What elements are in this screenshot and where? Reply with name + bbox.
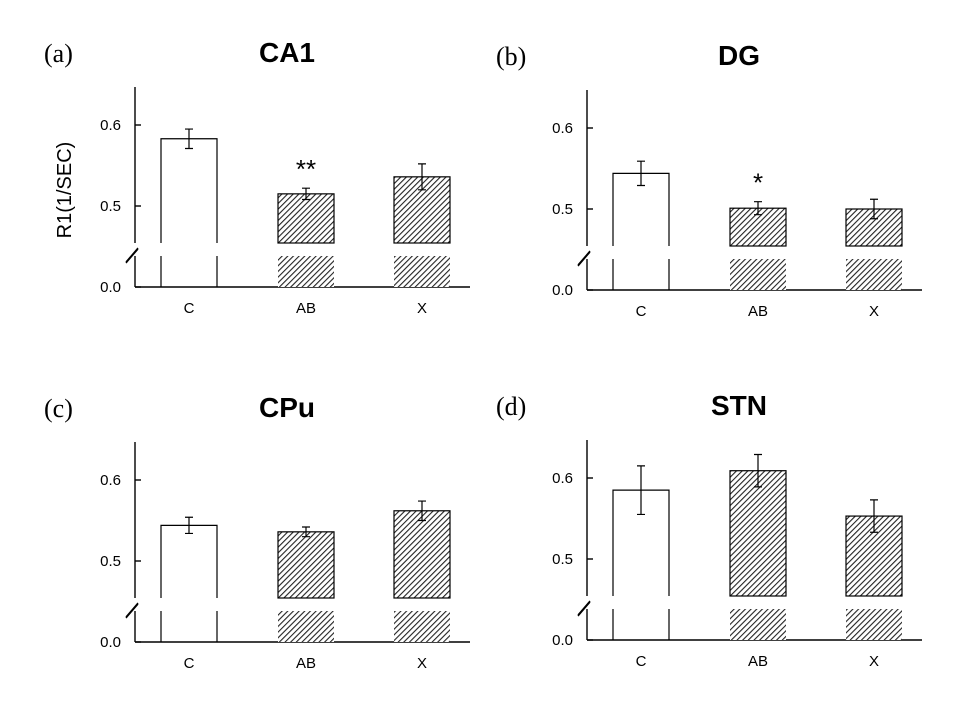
error-bar-C [185,128,193,150]
bar-X [393,510,451,599]
y-tick-label: 0.6 [100,117,121,134]
y-axis-label: R1(1/SEC) [54,142,76,239]
bar-AB-lower [730,609,786,640]
error-bar-AB [754,201,762,216]
error-bar-AB [754,453,762,488]
y-tick-label: 0.0 [552,632,573,649]
axis-break-mark [125,603,139,619]
error-bar-X [418,163,426,191]
y-tick-label: 0.0 [100,634,121,651]
axis-break-mark [125,248,139,264]
error-bar-AB [302,526,310,538]
chart-title: DG [718,40,760,71]
panel-letter: (d) [496,392,526,421]
chart-title: CPu [259,392,315,423]
y-tick-label: 0.5 [552,551,573,568]
bar-X-lower [394,256,450,287]
axis-break-mark [577,251,591,267]
y-tick-label: 0.5 [100,198,121,215]
chart-panel-2: CPu (c) 0.0 0.5 0.6 C AB X [44,392,470,672]
error-bar-X [418,500,426,522]
y-tick-label: 0.6 [552,120,573,137]
panel-letter: (c) [44,394,73,423]
error-bar-C [637,465,645,516]
chart-title: STN [711,390,767,421]
x-tick-label: X [869,653,879,670]
y-tick-label: 0.6 [552,470,573,487]
bar-C [160,138,218,243]
y-tick-label: 0.5 [100,553,121,570]
x-tick-label: C [636,653,647,670]
significance-marker: * [753,168,763,198]
y-tick-label: 0.6 [100,472,121,489]
y-tick-label: 0.0 [552,282,573,299]
bar-X-lower [846,609,902,640]
panel-letter: (a) [44,39,73,68]
error-bar-C [185,516,193,535]
bar-AB-lower [278,611,334,642]
error-bar-X [870,499,878,533]
y-tick-label: 0.0 [100,279,121,296]
x-tick-label: AB [748,303,768,320]
panel-letter: (b) [496,42,526,71]
chart-panel-1: DG (b) 0.0 0.5 0.6 C * AB X [496,40,922,320]
error-bar-X [870,198,878,220]
bar-C [160,524,218,598]
error-bar-AB [302,187,310,201]
bar-X-lower [394,611,450,642]
x-tick-label: C [184,300,195,317]
chart-panel-0: CA1 (a) 0.0 0.5 0.6 R1(1/SEC) C ** AB X [44,37,470,317]
x-tick-label: AB [748,653,768,670]
chart-panel-3: STN (d) 0.0 0.5 0.6 C AB X [496,390,922,670]
bar-AB [277,531,335,599]
bar-AB-lower [730,259,786,290]
x-tick-label: AB [296,655,316,672]
bar-AB [277,193,335,244]
x-tick-label: X [417,655,427,672]
error-bar-C [637,160,645,187]
x-tick-label: X [869,303,879,320]
x-tick-label: C [184,655,195,672]
significance-marker: ** [296,154,316,184]
chart-title: CA1 [259,37,315,68]
x-tick-label: X [417,300,427,317]
bar-X-lower [846,259,902,290]
x-tick-label: C [636,303,647,320]
y-tick-label: 0.5 [552,201,573,218]
bar-AB [729,470,787,597]
axis-break-mark [577,601,591,617]
bar-AB-lower [278,256,334,287]
x-tick-label: AB [296,300,316,317]
